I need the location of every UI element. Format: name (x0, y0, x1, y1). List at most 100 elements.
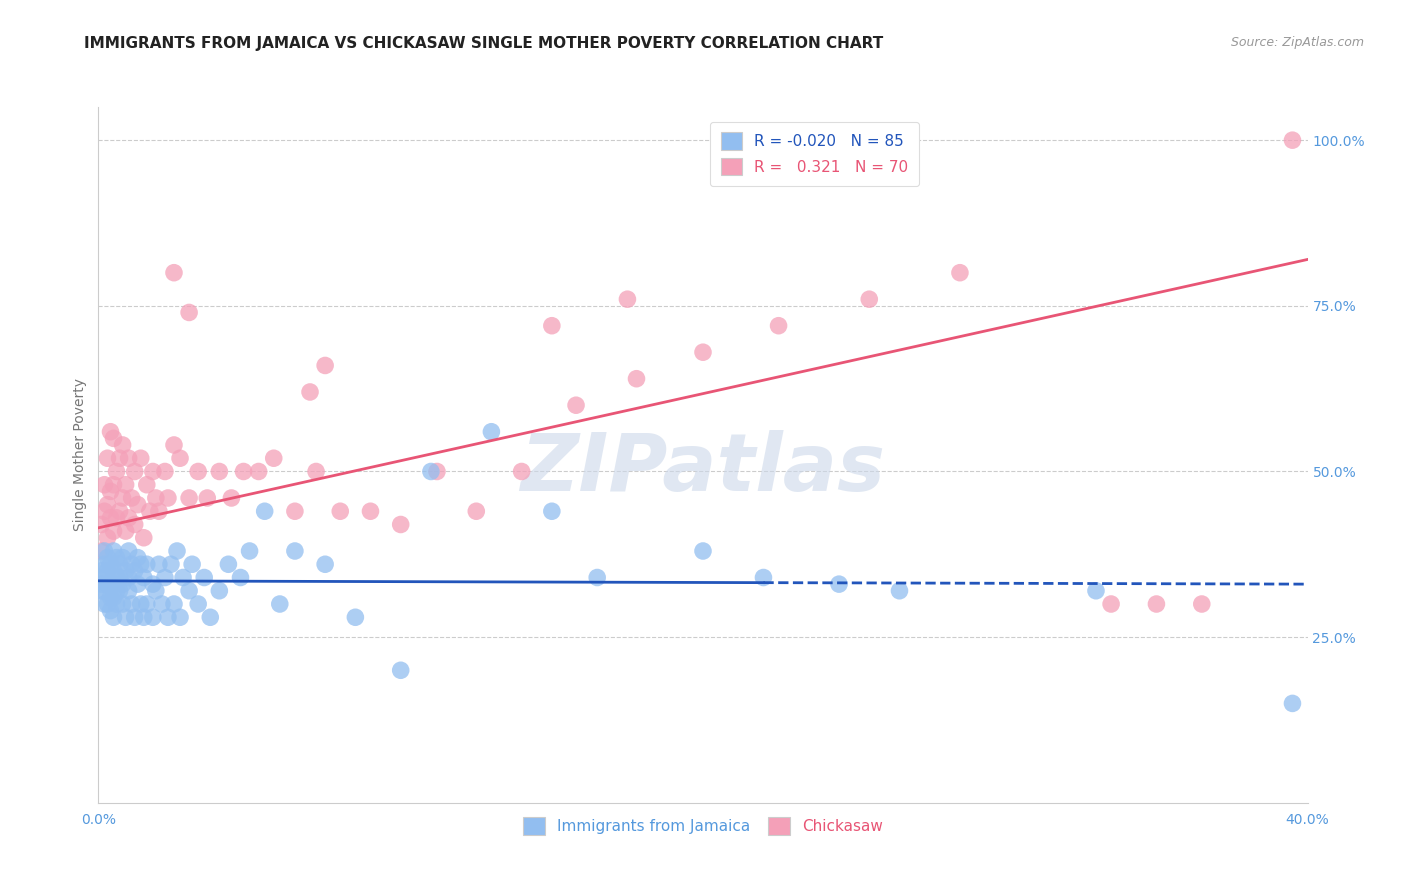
Point (127, 577, 149, 591)
Point (100, 511, 122, 525)
Point (127, 498, 149, 512)
Point (586, 570, 609, 584)
Point (1281, 697, 1303, 711)
Point (389, 517, 412, 532)
Point (389, 663, 412, 677)
Point (111, 597, 134, 611)
Point (208, 465, 231, 479)
Text: IMMIGRANTS FROM JAMAICA VS CHICKASAW SINGLE MOTHER POVERTY CORRELATION CHART: IMMIGRANTS FROM JAMAICA VS CHICKASAW SIN… (84, 36, 883, 51)
Point (132, 531, 155, 545)
Point (135, 597, 157, 611)
Point (179, 491, 201, 505)
Point (247, 465, 270, 479)
Point (229, 570, 252, 584)
Point (105, 465, 128, 479)
Point (103, 544, 125, 558)
Point (118, 570, 141, 584)
Point (179, 583, 201, 598)
Point (299, 384, 322, 399)
Point (118, 511, 141, 525)
Point (169, 610, 191, 624)
Point (90, 564, 112, 578)
Point (360, 504, 382, 518)
Point (139, 504, 162, 518)
Point (111, 550, 134, 565)
Point (752, 570, 775, 584)
Point (105, 570, 128, 584)
Point (172, 570, 194, 584)
Point (1144, 597, 1167, 611)
Point (93, 597, 115, 611)
Point (96, 577, 118, 591)
Point (181, 558, 204, 572)
Point (103, 431, 125, 445)
Point (118, 451, 141, 466)
Point (114, 610, 136, 624)
Point (96, 564, 118, 578)
Point (105, 583, 128, 598)
Point (105, 597, 128, 611)
Point (100, 425, 122, 439)
Point (108, 451, 131, 466)
Point (100, 577, 122, 591)
Point (156, 491, 179, 505)
Point (111, 491, 134, 505)
Point (1099, 597, 1122, 611)
Point (187, 597, 209, 611)
Point (90, 577, 112, 591)
Point (90, 517, 112, 532)
Point (127, 550, 149, 565)
Point (124, 610, 146, 624)
Point (100, 558, 122, 572)
Point (148, 558, 170, 572)
Point (114, 477, 136, 491)
Point (692, 544, 714, 558)
Point (111, 438, 134, 452)
Point (156, 610, 179, 624)
Point (828, 577, 851, 591)
Point (153, 570, 176, 584)
Text: Source: ZipAtlas.com: Source: ZipAtlas.com (1230, 36, 1364, 49)
Point (263, 451, 285, 466)
Point (114, 564, 136, 578)
Point (108, 504, 131, 518)
Point (426, 465, 449, 479)
Point (135, 558, 157, 572)
Point (118, 583, 141, 598)
Point (160, 558, 183, 572)
Point (169, 451, 191, 466)
Point (217, 558, 239, 572)
Point (93, 504, 115, 518)
Point (221, 491, 243, 505)
Point (465, 504, 488, 518)
Point (305, 465, 328, 479)
Point (626, 372, 648, 386)
Point (232, 465, 254, 479)
Point (129, 597, 152, 611)
Point (129, 558, 152, 572)
Point (100, 604, 122, 618)
Point (93, 583, 115, 598)
Point (768, 318, 790, 333)
Point (103, 610, 125, 624)
Point (96, 531, 118, 545)
Point (135, 477, 157, 491)
Point (118, 544, 141, 558)
Point (153, 465, 176, 479)
Point (284, 544, 307, 558)
Point (148, 504, 170, 518)
Point (145, 491, 167, 505)
Point (1281, 133, 1303, 147)
Point (150, 597, 173, 611)
Point (142, 577, 165, 591)
Point (239, 544, 262, 558)
Y-axis label: Single Mother Poverty: Single Mother Poverty (73, 378, 87, 532)
Point (105, 550, 128, 565)
Point (103, 564, 125, 578)
Point (284, 504, 307, 518)
Point (132, 610, 155, 624)
Point (949, 266, 972, 280)
Point (124, 564, 146, 578)
Point (200, 610, 222, 624)
Point (103, 477, 125, 491)
